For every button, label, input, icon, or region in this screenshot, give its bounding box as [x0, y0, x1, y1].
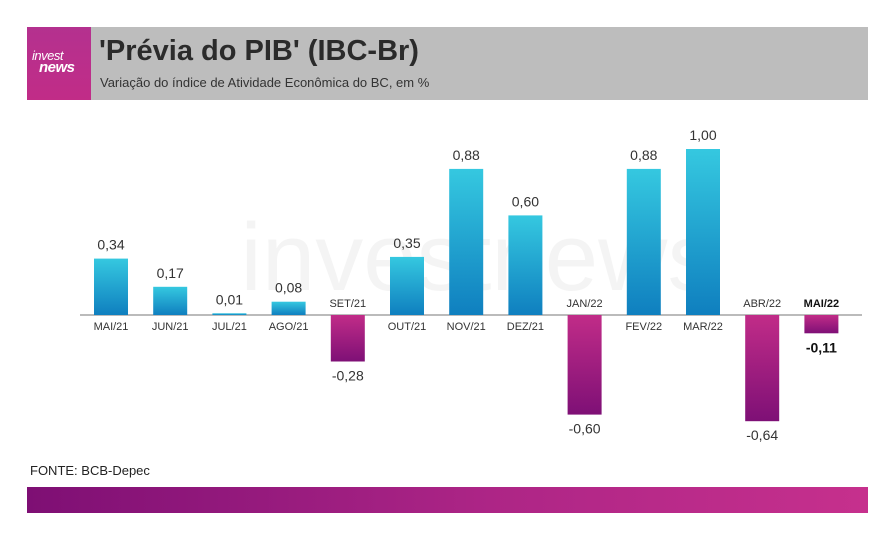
category-label: MAR/22 [683, 321, 723, 333]
value-label: -0,11 [806, 339, 837, 355]
source-note: FONTE: BCB-Depec [30, 463, 150, 478]
category-label: JUN/21 [152, 321, 189, 333]
category-label: AGO/21 [269, 321, 309, 333]
chart-header: invest news 'Prévia do PIB' (IBC-Br) Var… [27, 27, 868, 100]
bar-mai-22 [804, 315, 839, 334]
logo-text-invest: invest [32, 48, 63, 63]
bar-ago-21 [271, 301, 306, 315]
category-label: NOV/21 [447, 321, 486, 333]
value-label: -0,60 [569, 421, 601, 437]
bar-mai-21 [94, 258, 128, 315]
footer-gradient-bar [27, 487, 868, 513]
value-label: 0,88 [453, 147, 480, 163]
bar-jan-22 [567, 315, 602, 415]
bar-jul-21 [212, 313, 247, 315]
value-label: 0,60 [512, 193, 539, 209]
chart-title: 'Prévia do PIB' (IBC-Br) [99, 35, 419, 67]
bar-nov-21 [449, 168, 484, 315]
bar-out-21 [390, 256, 424, 315]
category-label: DEZ/21 [507, 321, 544, 333]
bar-mar-22 [686, 149, 720, 315]
category-label: JUL/21 [212, 321, 247, 333]
value-label: -0,28 [332, 368, 364, 384]
category-label: FEV/22 [625, 321, 662, 333]
value-label: 0,08 [275, 280, 302, 296]
category-label: MAI/22 [804, 298, 839, 310]
category-label: OUT/21 [388, 321, 427, 333]
category-label: MAI/21 [94, 321, 129, 333]
value-label: 0,35 [393, 235, 420, 251]
category-label: JAN/22 [567, 298, 603, 310]
category-label: ABR/22 [743, 298, 781, 310]
value-label: 0,01 [216, 291, 243, 307]
bar-abr-22 [745, 315, 780, 422]
bar-set-21 [330, 315, 365, 362]
value-label: 0,17 [157, 265, 184, 281]
value-label: 0,34 [97, 237, 124, 253]
investnews-logo: invest news [27, 27, 91, 100]
value-label: 0,88 [630, 147, 657, 163]
category-label: SET/21 [329, 298, 366, 310]
value-label: 1,00 [689, 127, 716, 143]
bar-jun-21 [153, 286, 188, 315]
bar-fev-22 [626, 168, 661, 315]
bar-dez-21 [508, 215, 543, 315]
value-label: -0,64 [746, 427, 778, 443]
chart-subtitle: Variação do índice de Atividade Econômic… [100, 75, 430, 90]
logo-text-news: news [39, 59, 75, 76]
